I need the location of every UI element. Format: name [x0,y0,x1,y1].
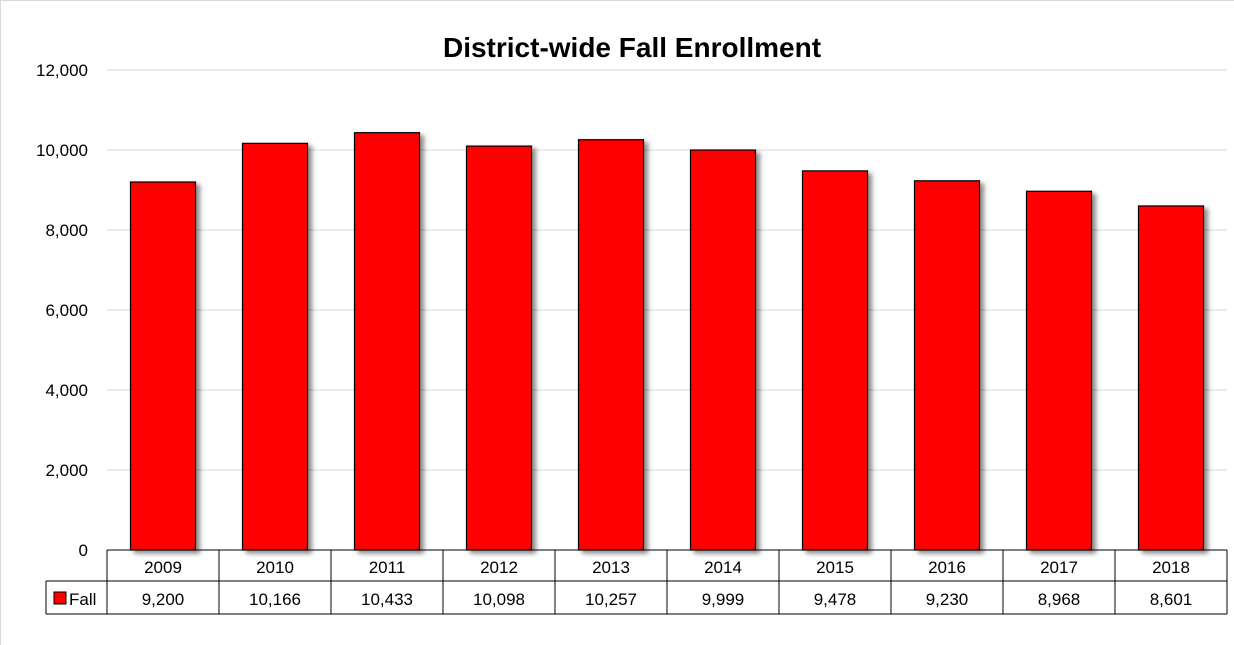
bars [129,132,1205,551]
x-tick-label: 2018 [1152,558,1190,577]
data-label: 9,999 [702,590,745,609]
bar [353,132,421,551]
bar [689,149,757,551]
bar [1025,190,1093,551]
y-tick-label: 8,000 [45,221,88,240]
x-tick-label: 2011 [369,558,406,577]
bar [129,181,197,551]
x-tick-label: 2014 [704,558,742,577]
x-tick-label: 2017 [1040,558,1078,577]
data-label: 9,200 [142,590,185,609]
bar [801,170,869,551]
y-tick-label: 10,000 [36,141,88,160]
data-label: 8,968 [1038,590,1081,609]
x-tick-label: 2016 [928,558,966,577]
data-table: 2009 9,200 2010 10,166 2011 10,433 2012 10,098 2… [45,549,1228,615]
x-tick-label: 2009 [144,558,182,577]
bar [1137,205,1205,551]
x-tick-label: 2013 [592,558,630,577]
data-label: 8,601 [1150,590,1193,609]
y-tick-label: 0 [79,541,88,560]
chart-title: District-wide Fall Enrollment [443,32,821,63]
y-tick-label: 2,000 [45,461,88,480]
data-label: 10,166 [249,590,301,609]
bar [913,180,981,551]
bar [577,139,645,551]
x-tick-label: 2012 [480,558,518,577]
data-label: 10,433 [361,590,413,609]
data-label: 10,257 [585,590,637,609]
y-tick-label: 12,000 [36,61,88,80]
bar [241,142,309,551]
data-label: 9,478 [814,590,857,609]
y-tick-label: 4,000 [45,381,88,400]
x-tick-label: 2015 [816,558,854,577]
bar [465,145,533,551]
legend-key [53,591,67,605]
x-tick-label: 2010 [256,558,294,577]
legend-series-name: Fall [69,590,96,609]
y-tick-label: 6,000 [45,301,88,320]
y-axis: 0 2,000 4,000 6,000 8,000 10,000 12,000 [36,61,88,560]
data-label: 9,230 [926,590,969,609]
data-label: 10,098 [473,590,525,609]
